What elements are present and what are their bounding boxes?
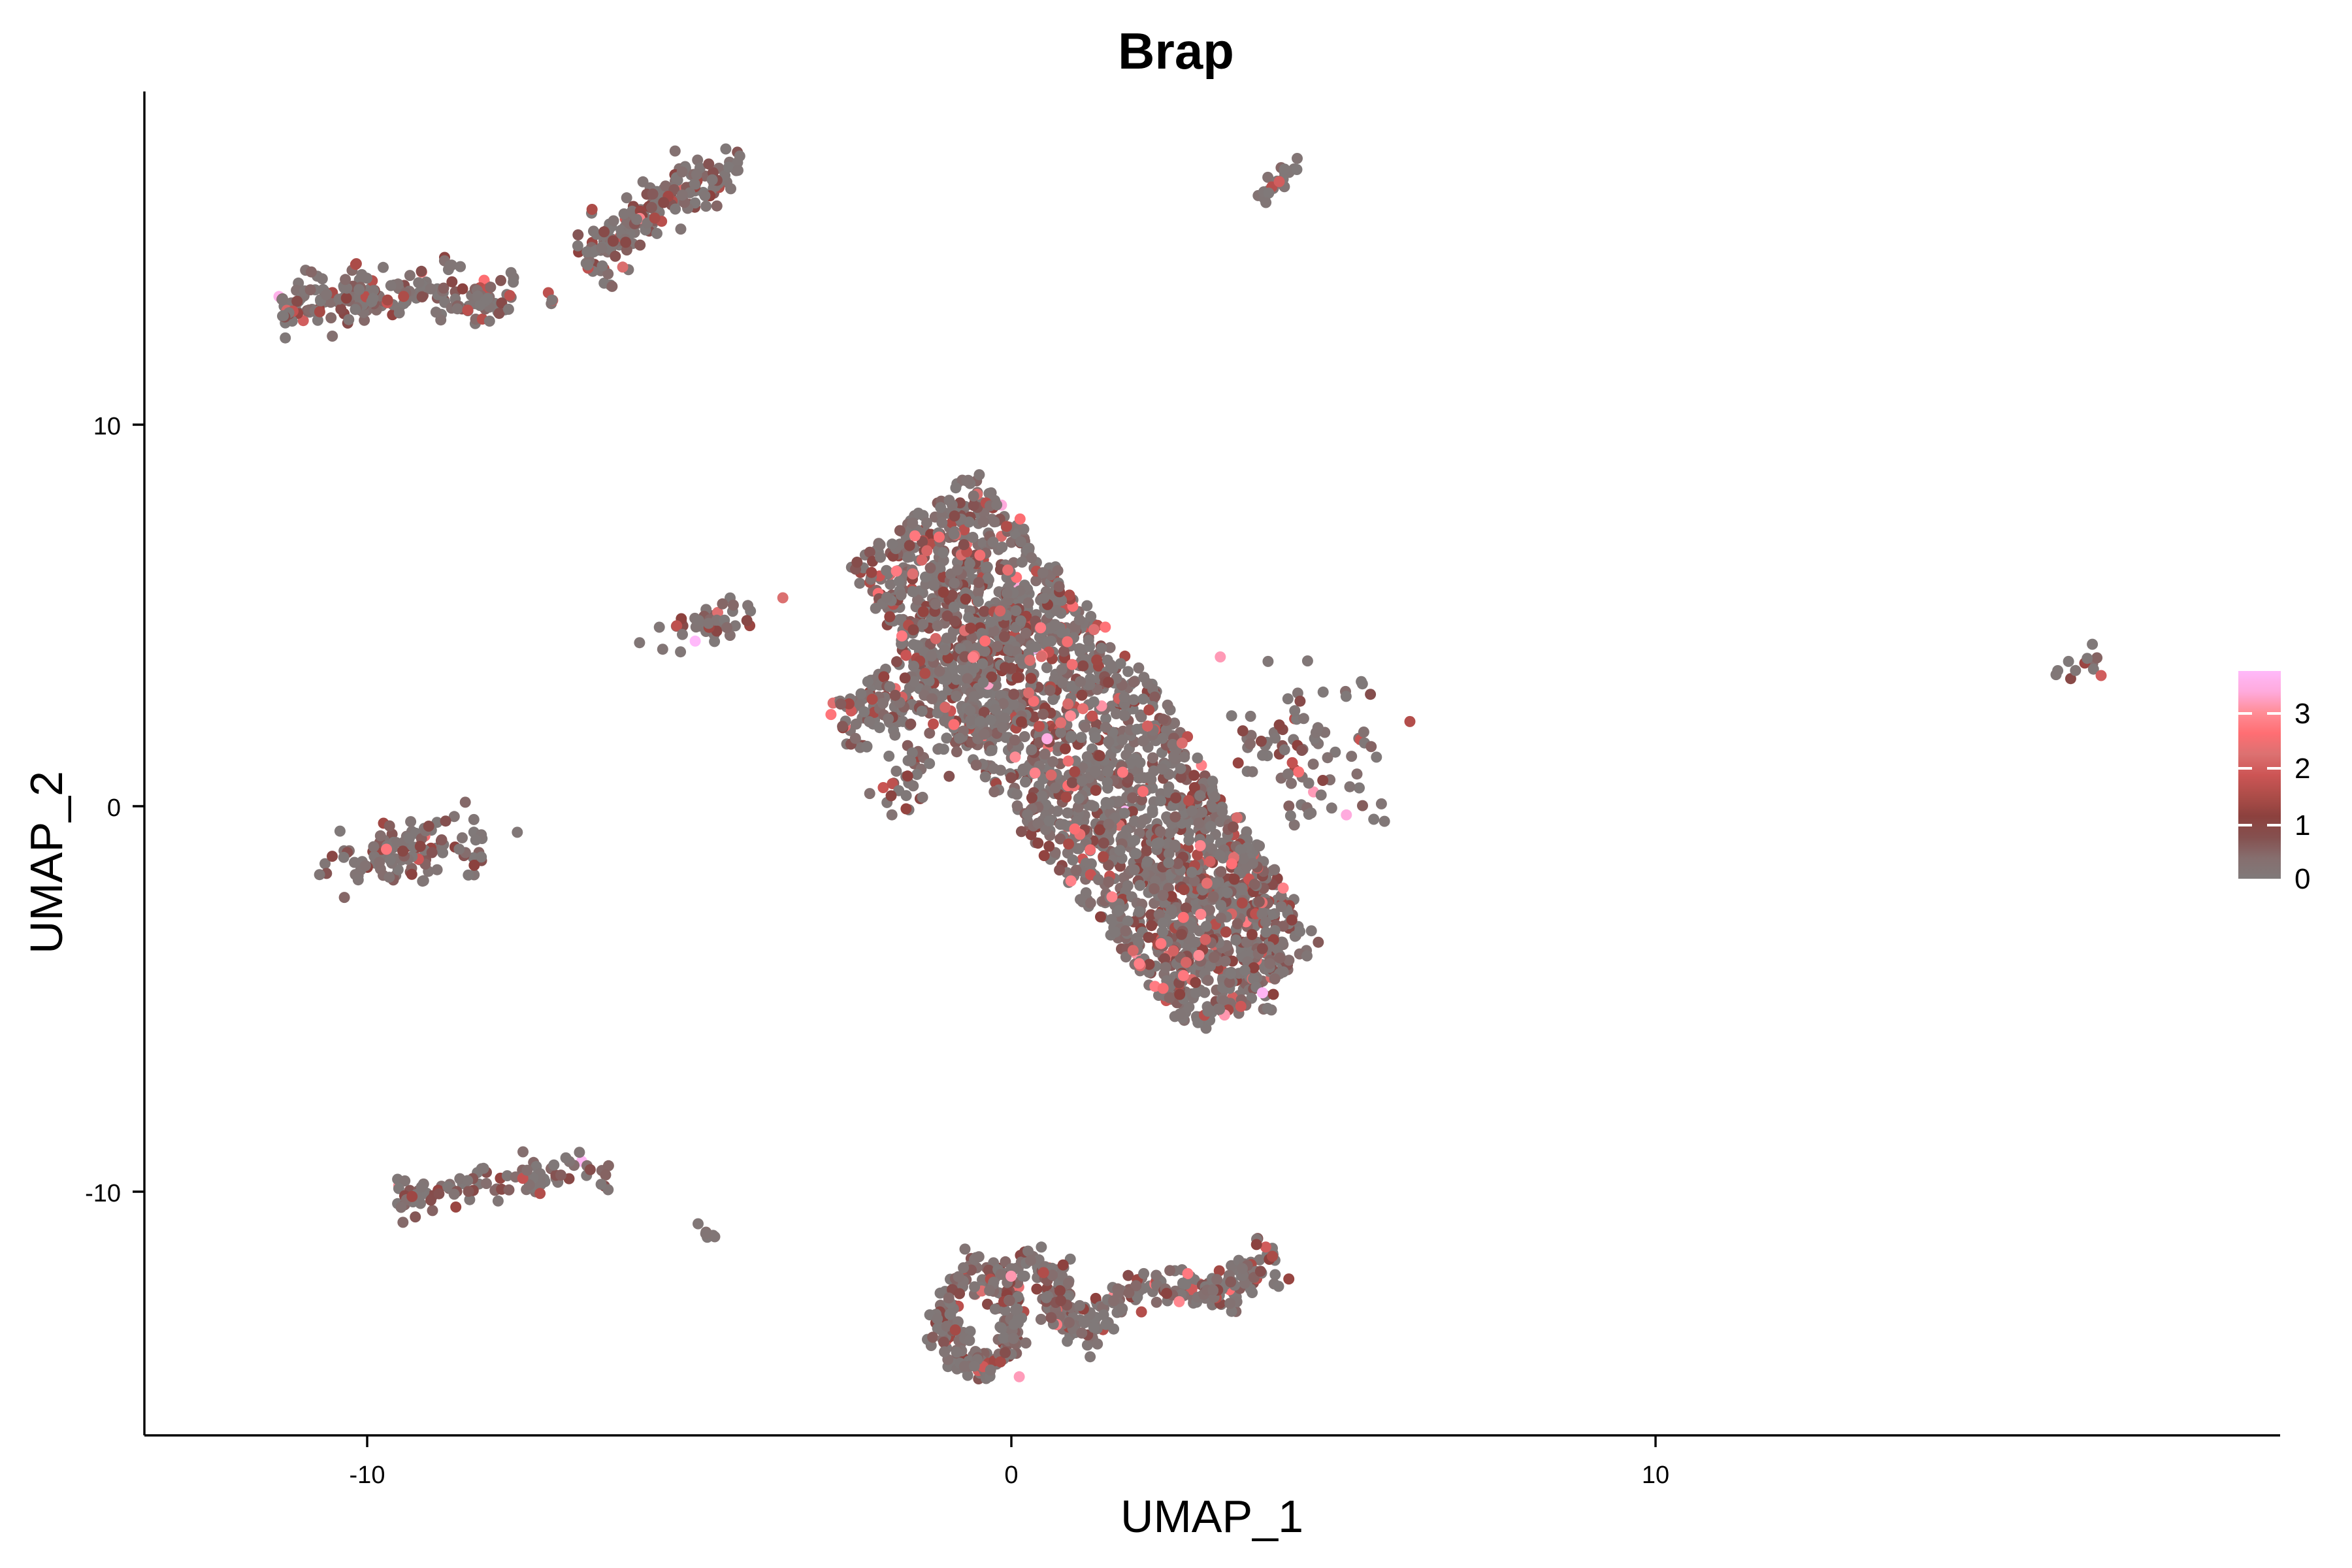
svg-text:3: 3 (2295, 698, 2310, 730)
svg-text:-10: -10 (350, 1462, 385, 1489)
svg-text:0: 0 (1004, 1462, 1018, 1489)
svg-text:0: 0 (107, 794, 121, 822)
svg-text:10: 10 (93, 413, 121, 440)
svg-text:0: 0 (2295, 863, 2310, 895)
svg-text:-10: -10 (85, 1180, 121, 1207)
svg-text:UMAP_1: UMAP_1 (1120, 1491, 1303, 1542)
svg-text:10: 10 (1642, 1462, 1669, 1489)
svg-text:2: 2 (2295, 753, 2310, 785)
svg-text:UMAP_2: UMAP_2 (21, 771, 72, 954)
svg-text:1: 1 (2295, 809, 2310, 841)
